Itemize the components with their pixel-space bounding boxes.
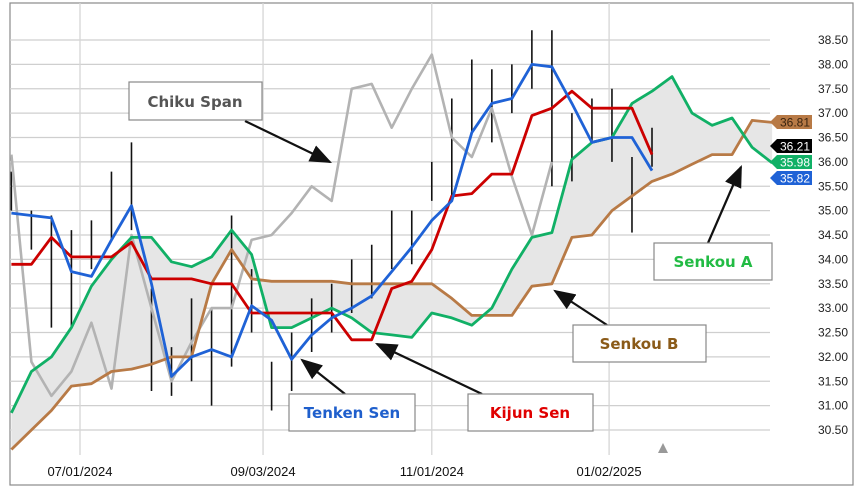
senkou-a-badge xyxy=(770,155,812,169)
price-badge xyxy=(770,139,812,153)
x-tick-label: 01/02/2025 xyxy=(577,464,642,479)
senkou-b-label: Senkou B xyxy=(600,335,679,353)
y-tick-label: 38.00 xyxy=(818,57,848,71)
indicator-lines xyxy=(10,53,773,451)
kumo-cloud xyxy=(11,76,773,450)
y-tick-label: 33.00 xyxy=(818,301,848,315)
senkou-a-arrow xyxy=(706,164,743,244)
kijun-label: Kijun Sen xyxy=(490,404,570,422)
last-value-badges: 36.81 36.21 35.98 35.82 xyxy=(770,115,812,186)
cloud-fill xyxy=(11,76,773,450)
annotation-senkou-a: Senkou A xyxy=(653,242,773,281)
badge-value: 36.81 xyxy=(780,116,810,130)
chikou-arrow xyxy=(244,120,332,163)
y-axis: 30.50 31.00 31.50 32.00 32.50 33.00 33.50 34.00… xyxy=(818,33,848,437)
tenkan-badge xyxy=(770,171,812,185)
kijun-arrow xyxy=(375,343,483,395)
y-tick-label: 33.50 xyxy=(818,277,848,291)
annotations xyxy=(244,120,743,395)
y-tick-label: 35.00 xyxy=(818,204,848,218)
y-tick-label: 38.50 xyxy=(818,33,848,47)
badge-value: 35.82 xyxy=(780,172,810,186)
annotation-tenkan: Tenken Sen xyxy=(288,393,416,432)
y-tick-label: 37.50 xyxy=(818,82,848,96)
annotation-chikou: Chiku Span xyxy=(128,81,263,121)
y-tick-label: 31.50 xyxy=(818,374,848,388)
y-tick-label: 31.00 xyxy=(818,399,848,413)
senkou-b-badge xyxy=(770,115,812,129)
x-tick-label: 11/01/2024 xyxy=(400,464,464,479)
y-tick-label: 36.50 xyxy=(818,131,848,145)
tenkan-label: Tenken Sen xyxy=(304,404,400,422)
chikou-label: Chiku Span xyxy=(147,93,242,111)
y-tick-label: 32.50 xyxy=(818,326,848,340)
x-axis: 07/01/2024 09/03/2024 11/01/2024 01/02/2025 xyxy=(47,464,641,479)
y-tick-label: 34.00 xyxy=(818,252,848,266)
badge-value: 36.21 xyxy=(780,140,810,154)
annotation-kijun: Kijun Sen xyxy=(467,393,594,432)
y-tick-label: 34.50 xyxy=(818,228,848,242)
senkou-b-arrow xyxy=(553,289,608,326)
senkou-a-line xyxy=(10,75,773,414)
y-tick-label: 36.00 xyxy=(818,155,848,169)
tenkan-line xyxy=(11,63,654,378)
y-tick-label: 30.50 xyxy=(818,423,848,437)
badge-value: 35.98 xyxy=(780,156,810,170)
y-tick-label: 37.00 xyxy=(818,106,848,120)
chikou-line xyxy=(10,53,554,398)
x-tick-label: 09/03/2024 xyxy=(231,464,296,479)
kijun-line xyxy=(11,89,654,342)
annotation-senkou-b: Senkou B xyxy=(572,324,707,363)
tenkan-arrow xyxy=(300,358,346,395)
senkou-a-label: Senkou A xyxy=(673,253,752,271)
y-tick-label: 32.00 xyxy=(818,350,848,364)
current-bar-marker-icon xyxy=(658,443,668,453)
senkou-b-line xyxy=(10,119,773,451)
x-tick-label: 07/01/2024 xyxy=(47,464,112,479)
y-tick-label: 35.50 xyxy=(818,179,848,193)
